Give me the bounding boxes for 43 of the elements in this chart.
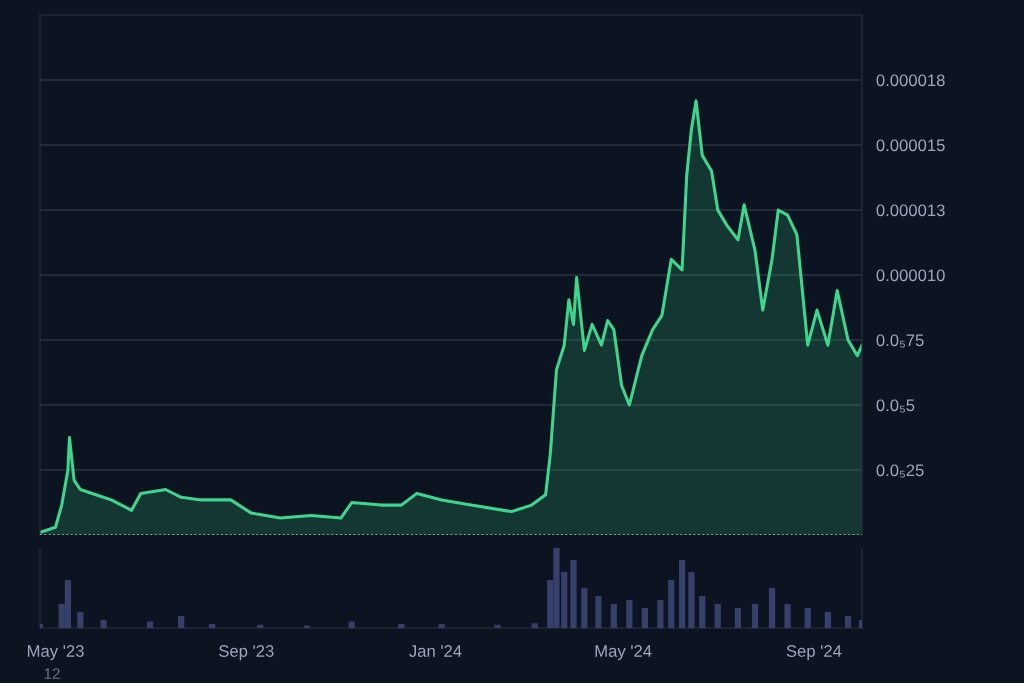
bar bbox=[804, 608, 811, 628]
bar bbox=[398, 624, 405, 628]
y-tick-label: 0.0₅5 bbox=[876, 399, 915, 413]
bar bbox=[626, 600, 633, 628]
y-tick-label: 0.000015 bbox=[876, 139, 945, 152]
bar bbox=[784, 604, 791, 628]
bar bbox=[699, 596, 706, 628]
bar bbox=[688, 572, 695, 628]
bar bbox=[595, 596, 602, 628]
bar bbox=[178, 616, 185, 628]
bar bbox=[714, 604, 721, 628]
bar bbox=[678, 560, 686, 628]
y-tick-label: 0.0₅25 bbox=[876, 464, 924, 478]
x-tick-label: Sep '24 bbox=[786, 645, 842, 661]
x-tick-label: May '24 bbox=[595, 645, 652, 661]
y-tick-label: 0.0₅75 bbox=[876, 334, 924, 348]
bar bbox=[844, 616, 852, 628]
x-tick-label: May '23 bbox=[27, 645, 84, 661]
bar bbox=[77, 612, 84, 628]
bar bbox=[531, 623, 538, 628]
bar bbox=[581, 588, 588, 628]
bar bbox=[668, 580, 675, 628]
y-tick-label: 0.000018 bbox=[876, 74, 945, 87]
bar bbox=[734, 608, 742, 628]
bar bbox=[570, 560, 577, 628]
bar bbox=[257, 624, 264, 628]
bar bbox=[610, 604, 617, 628]
bar bbox=[494, 624, 501, 628]
text: 12 bbox=[44, 668, 60, 679]
x-tick-label: Sep '23 bbox=[219, 645, 274, 661]
bar bbox=[641, 608, 648, 628]
bar bbox=[147, 621, 154, 628]
bar bbox=[348, 621, 355, 628]
y-tick-label: 0.000010 bbox=[876, 269, 945, 282]
bar bbox=[209, 624, 216, 628]
y-tick-label: 0.000013 bbox=[876, 204, 945, 217]
bar bbox=[100, 620, 107, 628]
bar bbox=[768, 588, 776, 628]
bar bbox=[824, 612, 831, 628]
x-tick-label: Jan '24 bbox=[409, 645, 462, 657]
bar bbox=[751, 604, 759, 628]
bar bbox=[657, 600, 664, 628]
bar bbox=[438, 624, 445, 628]
